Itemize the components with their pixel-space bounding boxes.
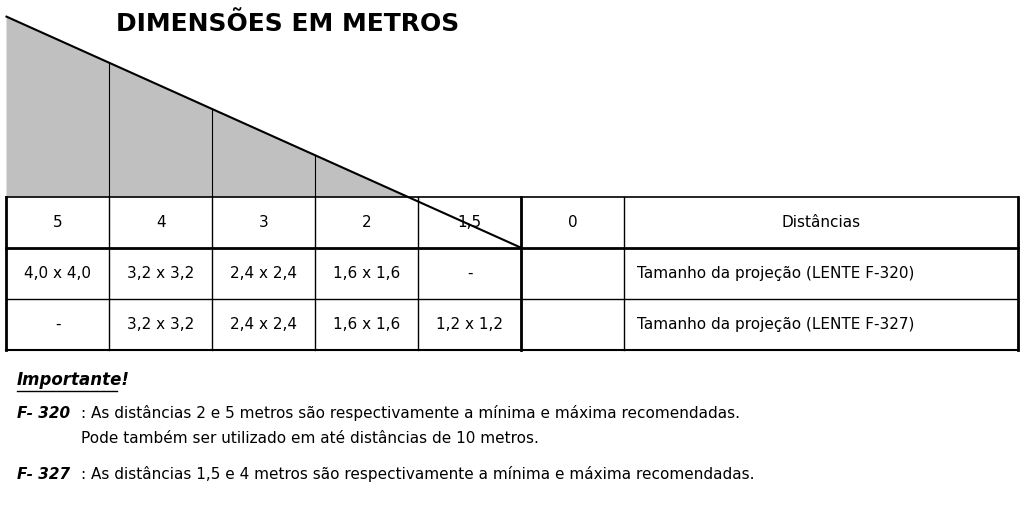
Text: 1,6 x 1,6: 1,6 x 1,6 [333, 317, 400, 332]
Text: 2,4 x 2,4: 2,4 x 2,4 [230, 266, 297, 281]
Text: 3: 3 [259, 215, 269, 230]
Text: Distâncias: Distâncias [781, 215, 860, 230]
Text: 2,4 x 2,4: 2,4 x 2,4 [230, 317, 297, 332]
Text: -: - [55, 317, 60, 332]
Text: 4: 4 [156, 215, 166, 230]
Polygon shape [6, 17, 521, 248]
Text: 1,6 x 1,6: 1,6 x 1,6 [333, 266, 400, 281]
Text: 0: 0 [568, 215, 578, 230]
Text: Tamanho da projeção (LENTE F-320): Tamanho da projeção (LENTE F-320) [637, 266, 914, 281]
Text: 3,2 x 3,2: 3,2 x 3,2 [127, 317, 195, 332]
Text: Importante!: Importante! [16, 371, 130, 389]
Text: : As distâncias 2 e 5 metros são respectivamente a mínima e máxima recomendadas.: : As distâncias 2 e 5 metros são respect… [81, 405, 740, 421]
Text: F- 320: F- 320 [16, 406, 70, 421]
Text: F- 327: F- 327 [16, 467, 70, 481]
Text: 2: 2 [362, 215, 372, 230]
Text: DIMENSÕES EM METROS: DIMENSÕES EM METROS [116, 12, 459, 36]
Text: 1,5: 1,5 [458, 215, 482, 230]
Bar [6, 248, 1018, 299]
Text: 5: 5 [53, 215, 62, 230]
Text: -: - [467, 266, 473, 281]
Text: 1,2 x 1,2: 1,2 x 1,2 [436, 317, 504, 332]
Text: 4,0 x 4,0: 4,0 x 4,0 [25, 266, 91, 281]
Text: Tamanho da projeção (LENTE F-327): Tamanho da projeção (LENTE F-327) [637, 317, 914, 332]
Text: 3,2 x 3,2: 3,2 x 3,2 [127, 266, 195, 281]
Bar [6, 197, 1018, 248]
Text: : As distâncias 1,5 e 4 metros são respectivamente a mínima e máxima recomendada: : As distâncias 1,5 e 4 metros são respe… [81, 466, 755, 482]
Text: Pode também ser utilizado em até distâncias de 10 metros.: Pode também ser utilizado em até distânc… [81, 431, 539, 446]
Bar [6, 299, 1018, 350]
